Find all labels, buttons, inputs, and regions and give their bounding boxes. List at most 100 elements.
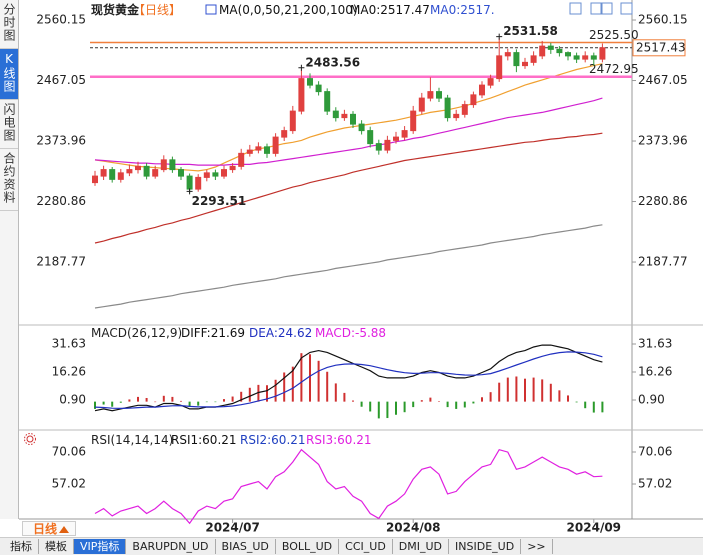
candle-body: [92, 175, 98, 184]
price-label: 2472.95: [589, 62, 639, 76]
legend-entry: RSI1:60.21: [171, 433, 237, 447]
macd-bar: [240, 391, 243, 402]
candle-body: [461, 104, 468, 115]
chart-bg: [19, 0, 703, 519]
macd-bar: [360, 401, 363, 407]
y-tick-label: 2187.77: [36, 255, 86, 269]
candle-body: [117, 172, 124, 180]
side-tab[interactable]: 闪电图: [0, 100, 18, 149]
indicator-tab[interactable]: VIP指标: [74, 539, 127, 554]
candle-body: [238, 152, 245, 167]
candle-body: [470, 94, 477, 106]
candle-body: [418, 97, 425, 112]
icon[interactable]: [620, 2, 633, 15]
candle-body: [143, 165, 150, 177]
y-tick-label: 31.63: [52, 337, 86, 351]
macd-bar: [506, 377, 509, 402]
macd-bar: [231, 396, 234, 402]
candle-body: [195, 176, 202, 190]
icon[interactable]: [569, 2, 582, 15]
macd-bar: [412, 401, 415, 408]
macd-bar: [403, 401, 406, 413]
icon[interactable]: [600, 2, 613, 15]
sidebar: 分时图 K线图 闪电图 合约资料: [0, 0, 19, 519]
macd-bar: [438, 401, 440, 402]
macd-bar: [257, 384, 260, 402]
candle-body: [264, 146, 270, 154]
indicator-tab[interactable]: INSIDE_UD: [449, 539, 522, 554]
candle-body: [332, 110, 339, 119]
indicator-tab[interactable]: DMI_UD: [393, 539, 450, 554]
y-tick-label: 2467.05: [638, 73, 688, 87]
candle-body: [367, 130, 374, 145]
legend-entry: MA0:2517.47: [350, 3, 430, 17]
macd-bar: [188, 401, 191, 407]
indicator-tab[interactable]: BIAS_UD: [216, 539, 276, 554]
indicator-tab[interactable]: 指标: [4, 539, 39, 554]
macd-bar: [162, 395, 165, 402]
macd-bar: [455, 401, 458, 409]
indicator-tab[interactable]: >>: [521, 539, 553, 554]
macd-bar: [291, 366, 294, 402]
rsi-header: RSI(14,14,14) RSI1:60.21 RSI2:60.21 RSI3…: [91, 433, 372, 447]
ma-icon[interactable]: [205, 4, 217, 15]
macd-bar: [326, 371, 329, 402]
macd-bar: [549, 383, 552, 402]
icon[interactable]: [590, 2, 603, 15]
macd-bar: [180, 400, 182, 402]
side-tab[interactable]: 合约资料: [0, 149, 18, 211]
symbol: 现货黄金: [91, 2, 140, 17]
y-tick-label: 70.06: [52, 445, 86, 459]
price-label: 2525.50: [589, 28, 639, 42]
macd-bar: [352, 400, 354, 402]
macd-bar: [584, 401, 587, 409]
indicator-line: [94, 351, 603, 410]
indicator-tab[interactable]: 模板: [39, 539, 74, 554]
legend-entry: DEA:24.62: [249, 326, 312, 340]
price-label: 2517.43: [636, 40, 686, 54]
candle-body: [401, 130, 408, 138]
side-tab[interactable]: 分时图: [0, 0, 18, 49]
candle-body: [547, 45, 554, 50]
extreme-marker: [496, 33, 503, 40]
period-selector[interactable]: 日线: [22, 521, 76, 536]
y-tick-label: 0.90: [59, 392, 86, 406]
candle-body: [384, 139, 391, 151]
macd-bar: [317, 360, 320, 402]
candle-body: [504, 52, 511, 57]
candle-body: [229, 165, 236, 171]
window-icons: [569, 2, 633, 15]
candle-body: [298, 78, 305, 112]
icon: [26, 435, 34, 443]
macd-bar: [171, 396, 174, 402]
moving-average-line: [94, 224, 603, 309]
macd-bar: [515, 376, 518, 402]
y-tick-label: 57.02: [638, 476, 672, 490]
candle-body: [410, 110, 417, 132]
candle-body: [212, 172, 219, 177]
macd-bar: [223, 399, 225, 402]
x-tick-label: 2024/09: [567, 521, 621, 535]
candle-body: [109, 169, 116, 180]
indicator-tab[interactable]: BARUPDN_UD: [126, 539, 216, 554]
y-tick-label: 2280.86: [36, 194, 86, 208]
macd-bar: [300, 353, 303, 402]
candle-body: [393, 136, 399, 141]
macd-bar: [395, 401, 397, 415]
indicator-tab[interactable]: CCI_UD: [339, 539, 393, 554]
moving-average-line: [94, 132, 603, 244]
macd-bar: [154, 401, 157, 403]
macd-bar: [205, 401, 208, 403]
macd-bar: [429, 397, 432, 402]
y-tick-label: 16.26: [52, 365, 86, 379]
candle-body: [315, 84, 322, 93]
macd-bar: [446, 401, 449, 408]
candle-body: [573, 55, 580, 60]
indicator-tab[interactable]: BOLL_UD: [276, 539, 340, 554]
macd-bar: [489, 392, 492, 402]
candle-body: [522, 61, 528, 67]
price-header: 现货黄金 【日线】 MA(0,0,50,21,200,100) MA0:2517…: [91, 2, 495, 17]
rsi-icon: [24, 433, 36, 445]
y-tick-label: 2560.15: [36, 13, 86, 27]
side-tab[interactable]: K线图: [0, 49, 18, 100]
